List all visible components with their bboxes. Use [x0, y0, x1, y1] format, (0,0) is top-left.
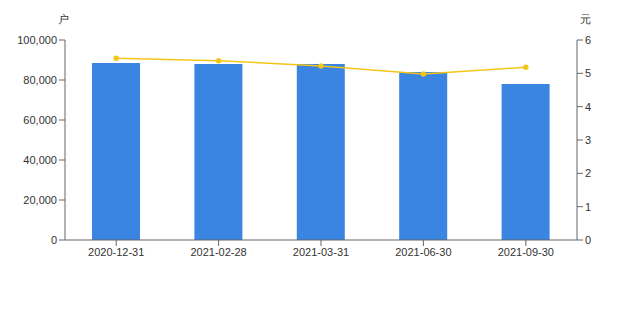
svg-text:0: 0 [51, 234, 57, 246]
svg-text:6: 6 [585, 34, 591, 46]
svg-text:3: 3 [585, 134, 591, 146]
svg-text:20,000: 20,000 [23, 194, 57, 206]
svg-text:60,000: 60,000 [23, 114, 57, 126]
svg-text:80,000: 80,000 [23, 74, 57, 86]
svg-text:2020-12-31: 2020-12-31 [88, 246, 144, 258]
svg-text:2021-03-31: 2021-03-31 [293, 246, 349, 258]
svg-text:1: 1 [585, 201, 591, 213]
svg-text:0: 0 [585, 234, 591, 246]
html-text:元: 元 [580, 13, 591, 25]
svg-text:5: 5 [585, 67, 591, 79]
svg-text:40,000: 40,000 [23, 154, 57, 166]
svg-text:2021-02-28: 2021-02-28 [190, 246, 246, 258]
svg-text:4: 4 [585, 101, 591, 113]
html-text:户: 户 [58, 13, 69, 25]
svg-text:2: 2 [585, 167, 591, 179]
svg-text:2021-06-30: 2021-06-30 [395, 246, 451, 258]
svg-text:2021-09-30: 2021-09-30 [498, 246, 554, 258]
svg-text:100,000: 100,000 [17, 34, 57, 46]
